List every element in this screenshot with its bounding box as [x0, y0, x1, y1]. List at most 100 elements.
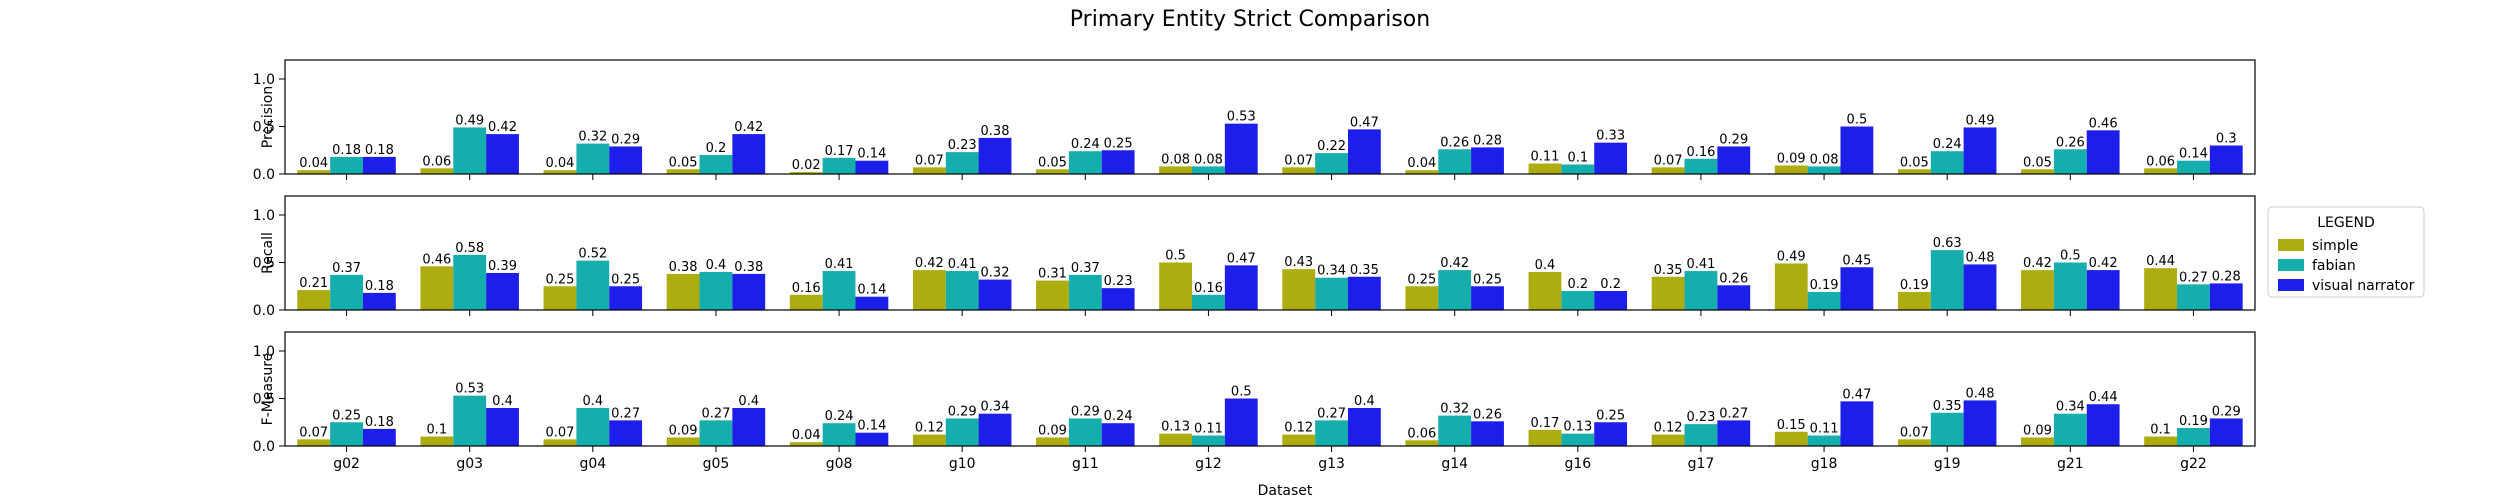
data-label: 0.05 — [669, 155, 698, 170]
y-axis-title: Precision — [260, 86, 276, 148]
data-label: 0.14 — [857, 419, 886, 434]
bar-visual-narrator-g10 — [978, 279, 1012, 310]
bar-visual-narrator-g04 — [609, 286, 643, 310]
data-label: 0.26 — [2056, 135, 2085, 150]
data-label: 0.42 — [734, 120, 763, 135]
y-tick-label: 1.0 — [253, 344, 275, 360]
data-label: 0.32 — [981, 266, 1010, 281]
bar-fabian-g18 — [1807, 291, 1841, 310]
data-label: 0.44 — [2089, 390, 2118, 405]
data-label: 0.29 — [1719, 132, 1748, 147]
data-label: 0.26 — [1473, 407, 1502, 422]
data-label: 0.04 — [1407, 156, 1436, 171]
data-label: 0.28 — [2212, 269, 2241, 284]
data-label: 0.5 — [1231, 385, 1252, 400]
bar-simple-g10 — [912, 270, 946, 310]
data-label: 0.24 — [825, 409, 854, 424]
bar-visual-narrator-g22 — [2209, 283, 2243, 310]
x-tick-label: g18 — [1811, 456, 1838, 472]
data-label: 0.38 — [981, 124, 1010, 139]
data-label: 0.17 — [825, 144, 854, 159]
bar-visual-narrator-g05 — [732, 273, 766, 310]
data-label: 0.06 — [2146, 154, 2175, 169]
bar-fabian-g10 — [945, 152, 979, 174]
data-label: 0.25 — [332, 408, 361, 423]
data-label: 0.06 — [422, 154, 451, 169]
data-label: 0.5 — [1165, 249, 1186, 264]
data-label: 0.13 — [1161, 420, 1190, 435]
data-label: 0.08 — [1810, 152, 1839, 167]
data-label: 0.48 — [1966, 386, 1995, 401]
bar-simple-g17 — [1651, 434, 1685, 446]
bar-fabian-g16 — [1561, 164, 1595, 174]
bar-simple-g08 — [789, 172, 823, 174]
bar-fabian-g12 — [1192, 435, 1225, 446]
data-label: 0.46 — [2089, 116, 2118, 131]
bar-visual-narrator-g19 — [1963, 264, 1997, 310]
bar-simple-g03 — [420, 168, 454, 174]
bar-fabian-g19 — [1930, 250, 1964, 310]
data-label: 0.47 — [1842, 387, 1871, 402]
data-label: 0.35 — [1933, 399, 1962, 414]
legend: LEGEND simple fabian visual narrator — [2267, 206, 2425, 298]
data-label: 0.37 — [332, 261, 361, 276]
bar-simple-g21 — [2021, 169, 2054, 174]
bar-simple-g08 — [789, 442, 823, 446]
bar-fabian-g14 — [1438, 270, 1472, 310]
bar-visual-narrator-g04 — [609, 146, 643, 174]
bar-simple-g22 — [2144, 436, 2178, 446]
bar-simple-g02 — [297, 439, 331, 446]
bar-fabian-g02 — [330, 422, 363, 446]
data-label: 0.24 — [1104, 409, 1133, 424]
data-label: 0.09 — [669, 423, 698, 438]
bar-visual-narrator-g05 — [732, 408, 766, 446]
bar-fabian-g12 — [1192, 294, 1225, 310]
bar-visual-narrator-g22 — [2209, 418, 2243, 446]
data-label: 0.05 — [1038, 155, 1067, 170]
legend-swatch-fabian — [2278, 259, 2304, 271]
data-label: 0.07 — [1284, 153, 1313, 168]
bar-visual-narrator-g16 — [1594, 291, 1628, 310]
x-tick-label: g14 — [1441, 456, 1468, 472]
bar-fabian-g05 — [699, 420, 733, 446]
bar-visual-narrator-g14 — [1471, 147, 1504, 174]
bar-fabian-g13 — [1315, 420, 1348, 446]
bar-visual-narrator-g12 — [1224, 398, 1258, 446]
bar-visual-narrator-g19 — [1963, 127, 1997, 174]
data-label: 0.27 — [1317, 406, 1346, 421]
bar-fabian-g05 — [699, 272, 733, 310]
data-label: 0.27 — [611, 406, 640, 421]
data-label: 0.38 — [669, 260, 698, 275]
bar-fabian-g10 — [945, 418, 979, 446]
x-tick-label: g08 — [826, 456, 853, 472]
bar-fabian-g11 — [1068, 418, 1102, 446]
bar-fabian-g04 — [576, 143, 610, 174]
data-label: 0.39 — [488, 259, 517, 274]
bar-simple-g22 — [2144, 268, 2178, 310]
data-label: 0.52 — [578, 247, 607, 262]
data-label: 0.04 — [546, 156, 575, 171]
data-label: 0.21 — [299, 276, 328, 291]
data-label: 0.41 — [825, 257, 854, 272]
data-label: 0.24 — [1071, 137, 1100, 152]
data-label: 0.47 — [1227, 251, 1256, 266]
bar-fabian-g03 — [453, 127, 487, 174]
bar-fabian-g03 — [453, 395, 487, 446]
bar-simple-g05 — [666, 437, 700, 446]
bar-simple-g10 — [912, 167, 946, 174]
data-label: 0.1 — [2150, 423, 2171, 438]
data-label: 0.23 — [1104, 274, 1133, 289]
bar-visual-narrator-g11 — [1101, 150, 1135, 174]
bar-fabian-g08 — [822, 423, 856, 446]
data-label: 0.37 — [1071, 261, 1100, 276]
data-label: 0.12 — [915, 421, 944, 436]
bar-simple-g04 — [543, 170, 577, 174]
data-label: 0.63 — [1933, 236, 1962, 251]
data-label: 0.29 — [1071, 404, 1100, 419]
x-tick-label: g13 — [1318, 456, 1345, 472]
bar-fabian-g16 — [1561, 291, 1595, 310]
data-label: 0.15 — [1777, 418, 1806, 433]
data-label: 0.09 — [2023, 423, 2052, 438]
data-label: 0.22 — [1317, 139, 1346, 154]
x-tick-label: g17 — [1688, 456, 1715, 472]
